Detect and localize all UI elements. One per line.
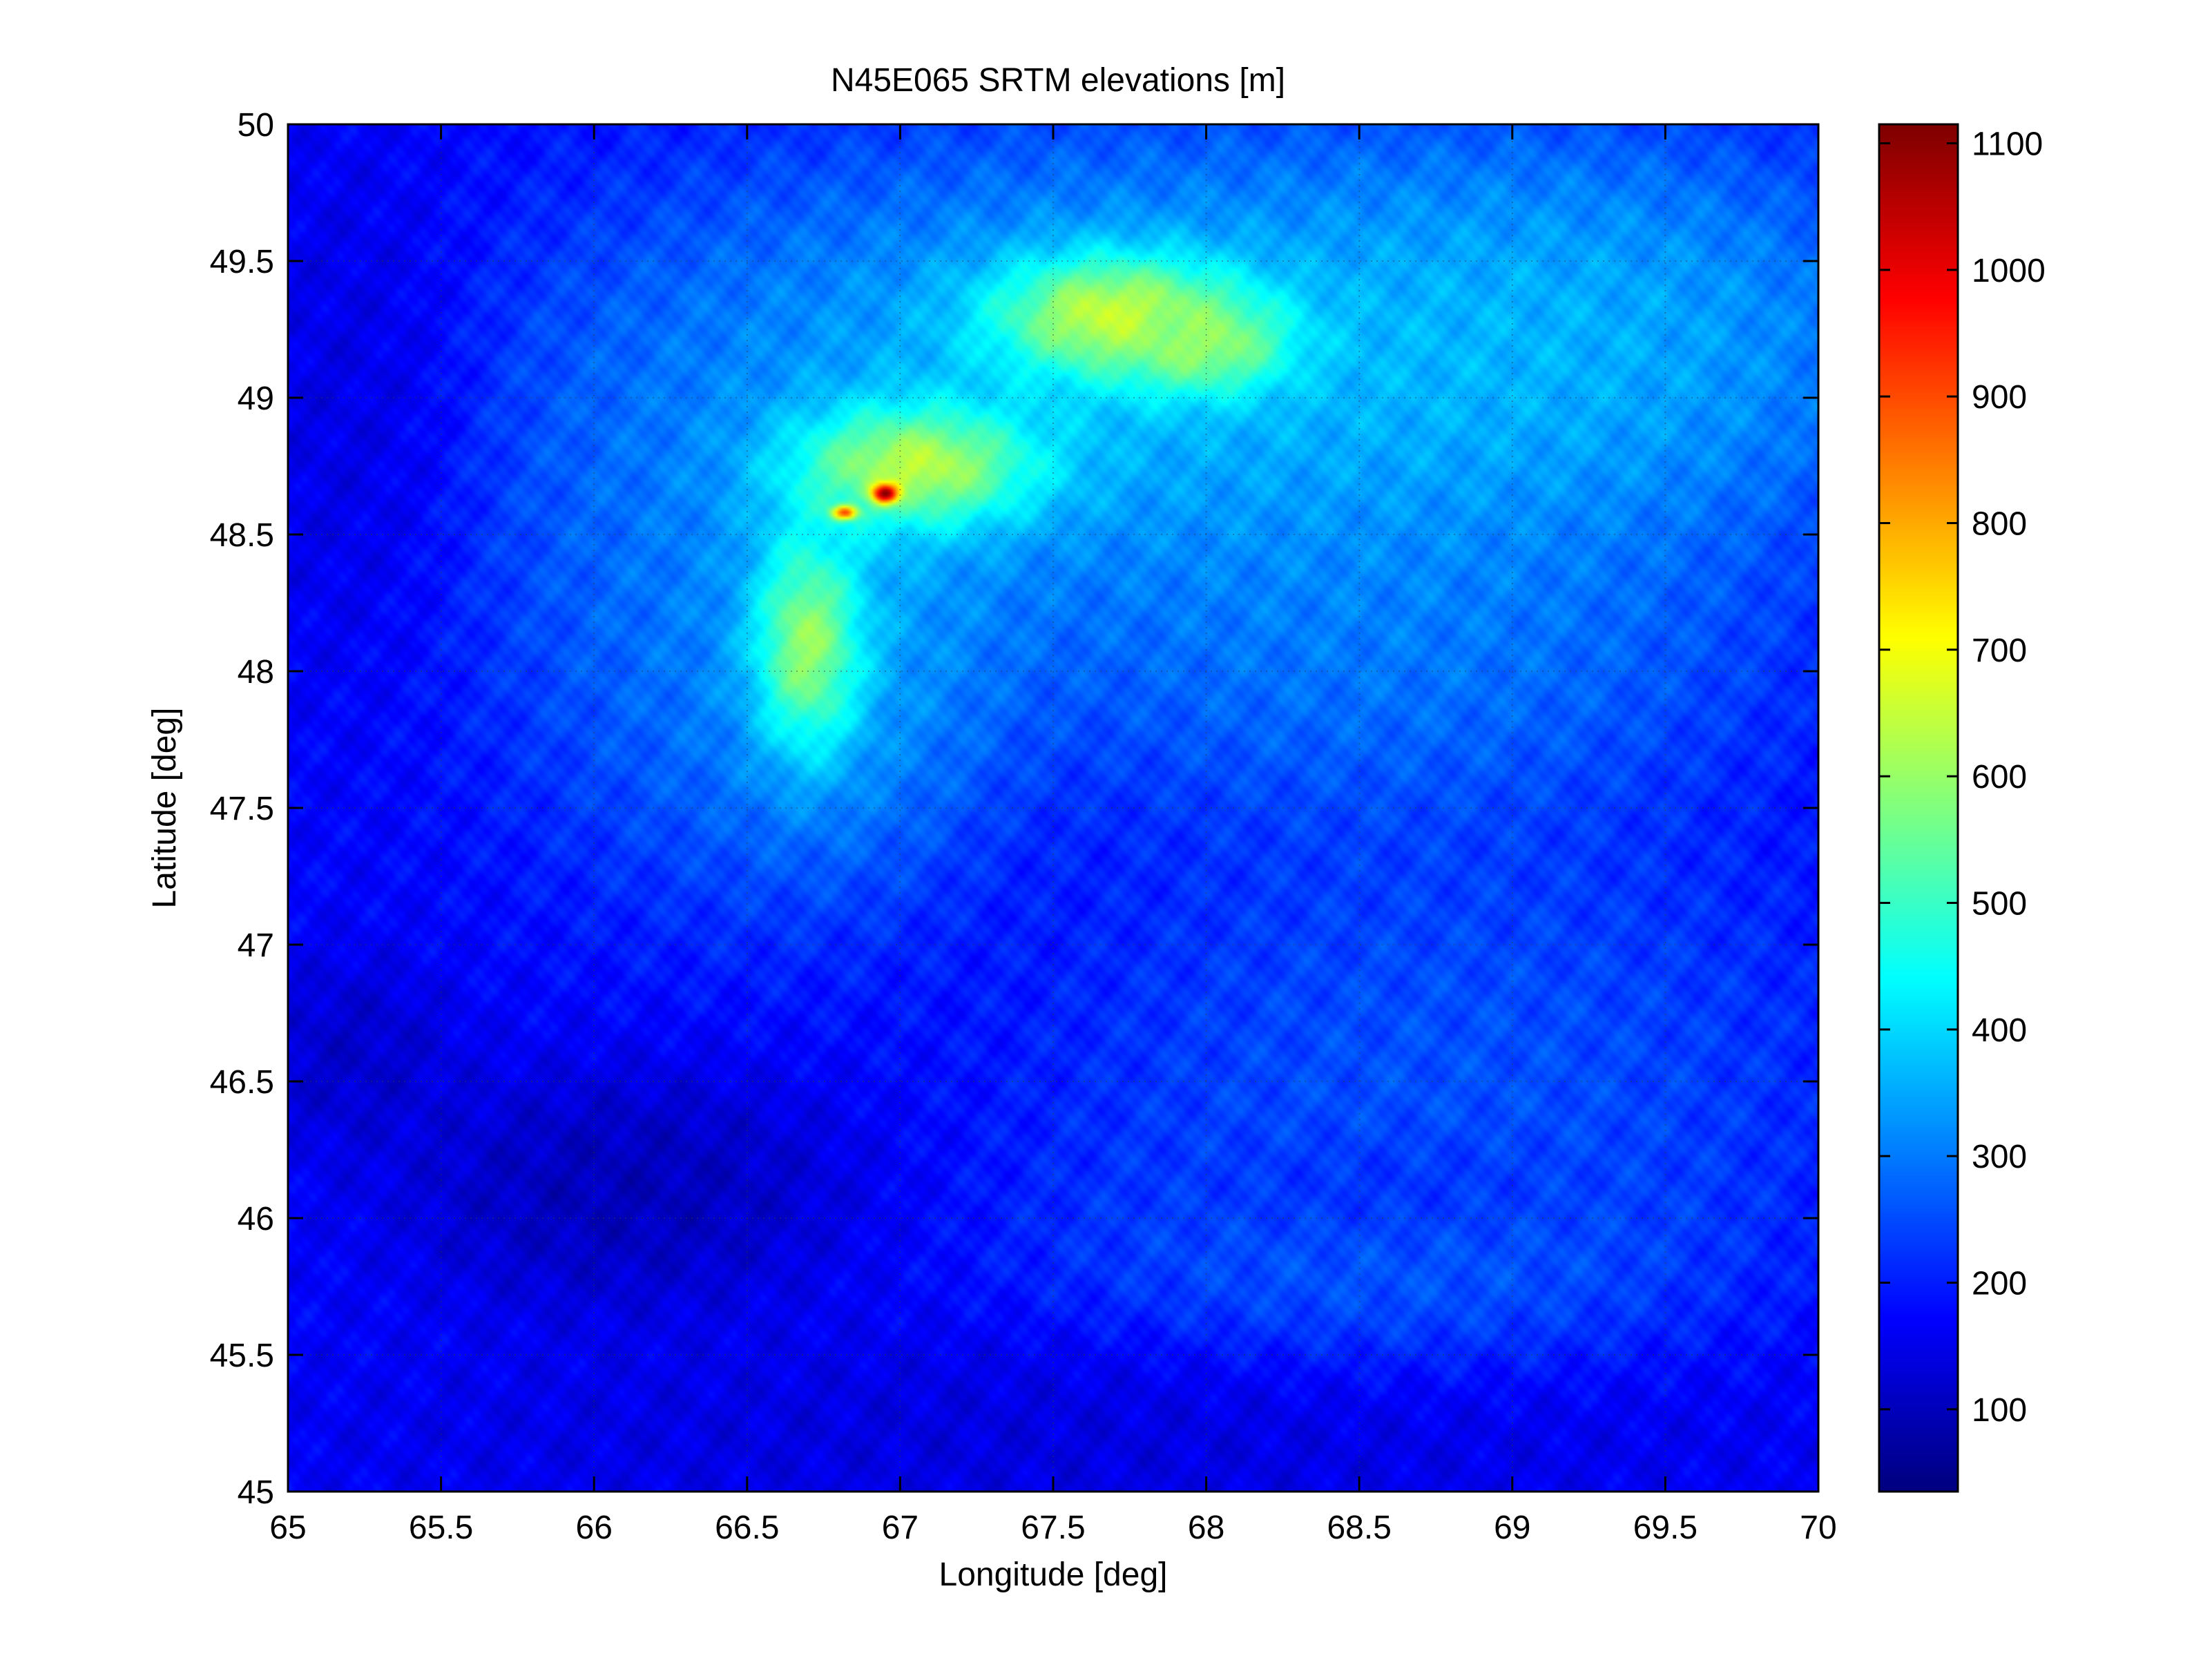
y-tick-label: 48 xyxy=(238,654,274,691)
x-tick-label: 69.5 xyxy=(1633,1510,1698,1546)
colorbar-ticks: 100 200 300 400 500 600 700 800 900 1000 1100 xyxy=(1879,126,2046,1429)
colorbar-tick-label: 700 xyxy=(1972,633,2027,669)
y-tick-label: 47 xyxy=(238,927,274,964)
x-tick-label: 67 xyxy=(882,1510,919,1546)
x-tick-label: 69 xyxy=(1494,1510,1530,1546)
y-axis: 45 45.5 46 46.5 47 47.5 48 48.5 49 49.5 50 xyxy=(210,107,1818,1511)
colorbar: 100 200 300 400 500 600 700 800 900 1000 1100 xyxy=(1878,123,2046,1493)
chart-title: N45E065 SRTM elevations [m] xyxy=(831,62,1285,99)
colorbar-tick-label: 500 xyxy=(1972,886,2027,923)
x-tick-label: 67.5 xyxy=(1021,1510,1085,1546)
colorbar-tick-label: 200 xyxy=(1972,1266,2027,1302)
y-tick-label: 49 xyxy=(238,380,274,417)
colorbar-tick-label: 1000 xyxy=(1972,253,2046,289)
y-tick-label: 49.5 xyxy=(210,244,274,280)
y-tick-label: 50 xyxy=(238,107,274,144)
x-tick-label: 68.5 xyxy=(1327,1510,1391,1546)
x-tick-label: 65.5 xyxy=(409,1510,473,1546)
colorbar-frame xyxy=(1878,123,1959,1493)
y-tick-label: 47.5 xyxy=(210,791,274,827)
colorbar-tick-label: 100 xyxy=(1972,1392,2027,1429)
x-tick-label: 70 xyxy=(1800,1510,1836,1546)
colorbar-tick-label: 800 xyxy=(1972,506,2027,543)
colorbar-tick-label: 1100 xyxy=(1972,126,2043,163)
x-axis: 65 65.5 66 66.5 67 67.5 68 68.5 69 69.5 70 xyxy=(269,124,1837,1546)
colorbar-tick-label: 400 xyxy=(1972,1012,2027,1049)
x-tick-label: 65 xyxy=(269,1510,306,1546)
y-axis-label: Latitude [deg] xyxy=(146,708,183,909)
x-tick-label: 66.5 xyxy=(715,1510,779,1546)
y-tick-label: 45.5 xyxy=(210,1338,274,1374)
x-tick-label: 66 xyxy=(576,1510,613,1546)
plot-area xyxy=(287,123,1820,1493)
colorbar-tick-label: 600 xyxy=(1972,759,2027,796)
colorbar-gradient xyxy=(1879,124,1958,1492)
y-tick-label: 46 xyxy=(238,1201,274,1237)
y-tick-label: 46.5 xyxy=(210,1064,274,1101)
x-axis-label: Longitude [deg] xyxy=(939,1556,1168,1593)
x-tick-label: 68 xyxy=(1188,1510,1224,1546)
y-tick-label: 48.5 xyxy=(210,517,274,554)
y-tick-label: 45 xyxy=(238,1474,274,1511)
colorbar-tick-label: 900 xyxy=(1972,379,2027,416)
grid-lines xyxy=(288,124,1818,1492)
colorbar-tick-label: 300 xyxy=(1972,1139,2027,1175)
